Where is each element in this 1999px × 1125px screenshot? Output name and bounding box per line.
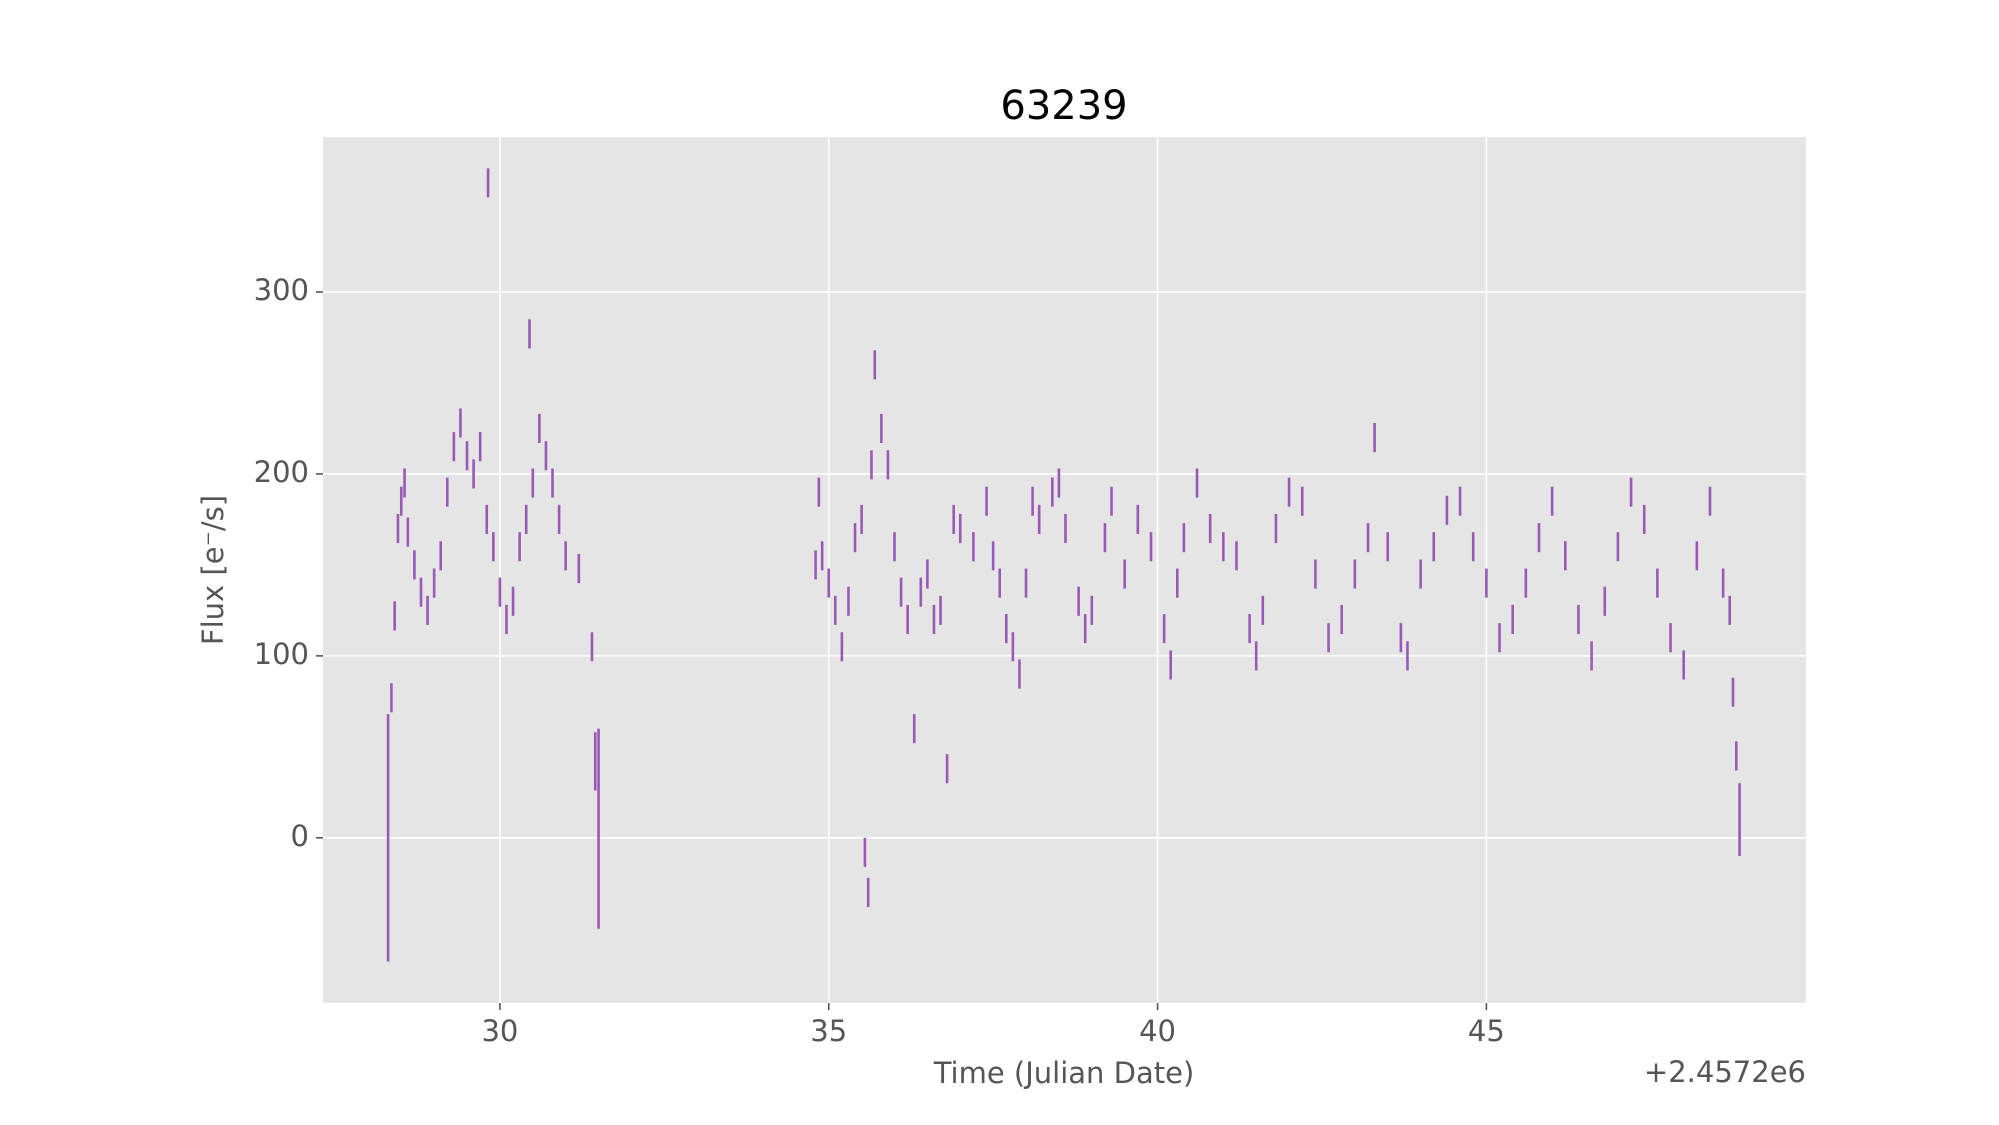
y-tick-label: 100 [254, 637, 309, 671]
y-tick-label: 200 [254, 455, 309, 489]
x-tick-label: 35 [810, 1014, 847, 1048]
x-tick-label: 40 [1139, 1014, 1176, 1048]
x-tick-label: 30 [481, 1014, 518, 1048]
x-axis-label: Time (Julian Date) [933, 1056, 1195, 1090]
y-tick-label: 0 [291, 819, 309, 853]
x-offset-text: +2.4572e6 [1644, 1055, 1806, 1089]
y-axis-label: Flux [e⁻/s] [196, 495, 230, 645]
y-tick-label: 300 [254, 273, 309, 307]
plot-background [323, 137, 1806, 1003]
chart-title: 63239 [1000, 83, 1127, 129]
x-tick-label: 45 [1468, 1014, 1505, 1048]
